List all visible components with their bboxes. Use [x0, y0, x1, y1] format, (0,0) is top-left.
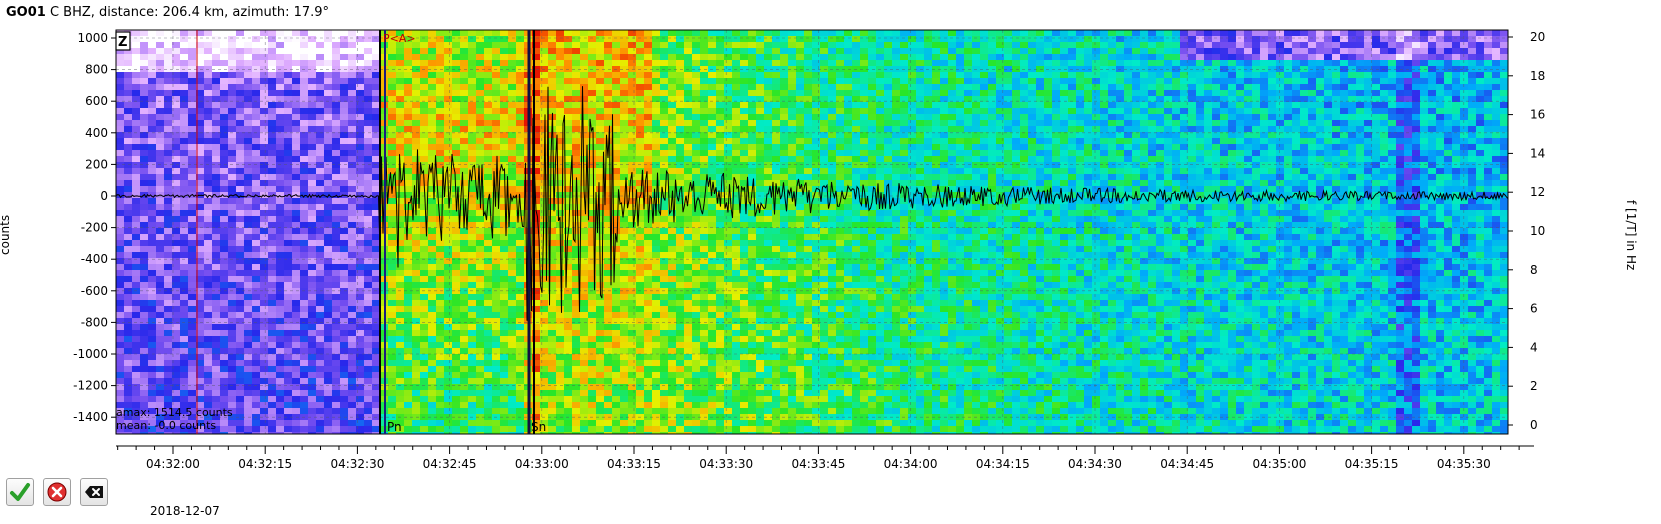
left-tick-label: 400	[85, 126, 108, 140]
time-tick-label: 04:33:30	[699, 457, 753, 471]
left-tick-label: 800	[85, 63, 108, 77]
trace-info: C BHZ, distance: 206.4 km, azimuth: 17.9…	[49, 5, 330, 20]
time-tick-label: 04:32:30	[330, 457, 384, 471]
time-tick-label: 04:32:00	[146, 457, 200, 471]
grid-lines	[116, 30, 1508, 434]
left-tick-label: 0	[100, 189, 108, 203]
left-tick-label: -200	[81, 221, 108, 235]
time-tick-label: 04:33:00	[515, 457, 569, 471]
right-tick-label: 0	[1530, 418, 1538, 432]
time-tick-label: 04:35:15	[1345, 457, 1399, 471]
station-code: GO01	[6, 5, 46, 20]
left-tick-label: -1200	[73, 379, 108, 393]
left-tick-label: 600	[85, 94, 108, 108]
time-tick-label: 04:34:45	[1160, 457, 1214, 471]
reject-button[interactable]	[43, 478, 71, 506]
seismogram-trace	[116, 86, 1508, 321]
delete-tag-icon	[85, 486, 103, 498]
mean-readout: mean: -0.0 counts	[116, 419, 216, 432]
time-tick-label: 04:33:15	[607, 457, 661, 471]
date-label: 2018-12-07	[150, 504, 220, 518]
left-axis-ticks: 1000 800 600 400 200 0 -200 -400 -600 -800 -1000 -1…	[73, 31, 116, 424]
trace-title: GO01 C BHZ, distance: 206.4 km, azimuth:…	[6, 5, 329, 20]
accept-button[interactable]	[6, 478, 34, 506]
time-axis-ticks: 04:32:00 04:32:15 04:32:30 04:32:45 04:33:00…	[116, 445, 1534, 471]
component-box	[115, 31, 131, 51]
right-tick-label: 8	[1530, 263, 1538, 277]
left-tick-label: -1400	[73, 410, 108, 424]
p-pick-label: P<A>	[383, 32, 416, 45]
time-tick-label: 04:32:45	[423, 457, 477, 471]
left-tick-label: 200	[85, 157, 108, 171]
spectrogram-image	[116, 30, 1508, 434]
right-tick-label: 2	[1530, 379, 1538, 393]
left-tick-label: 1000	[77, 31, 108, 45]
delete-pick-button[interactable]	[80, 478, 108, 506]
left-tick-label: -800	[81, 315, 108, 329]
right-tick-label: 16	[1530, 108, 1545, 122]
time-tick-label: 04:34:30	[1068, 457, 1122, 471]
time-tick-label: 04:34:15	[976, 457, 1030, 471]
right-tick-label: 14	[1530, 146, 1545, 160]
spectrogram-plot[interactable]: P<A> Pn Sn Z amax: 1514.5 counts mean: -…	[0, 0, 1661, 500]
time-tick-label: 04:35:30	[1437, 457, 1491, 471]
right-tick-label: 6	[1530, 302, 1538, 316]
plot-frame	[115, 29, 1509, 435]
left-tick-label: -1000	[73, 347, 108, 361]
reject-icon	[47, 482, 67, 502]
time-tick-label: 04:33:45	[791, 457, 845, 471]
left-tick-label: -400	[81, 252, 108, 266]
component-label: Z	[118, 35, 127, 50]
time-tick-label: 04:34:00	[884, 457, 938, 471]
sn-label: Sn	[531, 420, 546, 434]
amax-readout: amax: 1514.5 counts	[116, 406, 233, 419]
check-icon	[10, 483, 30, 501]
right-tick-label: 12	[1530, 185, 1545, 199]
right-tick-label: 18	[1530, 69, 1545, 83]
left-tick-label: -600	[81, 284, 108, 298]
right-tick-label: 20	[1530, 30, 1545, 44]
pn-label: Pn	[387, 420, 402, 434]
time-tick-label: 04:35:00	[1252, 457, 1306, 471]
right-tick-label: 4	[1530, 340, 1538, 354]
time-tick-label: 04:32:15	[238, 457, 292, 471]
right-tick-label: 10	[1530, 224, 1545, 238]
